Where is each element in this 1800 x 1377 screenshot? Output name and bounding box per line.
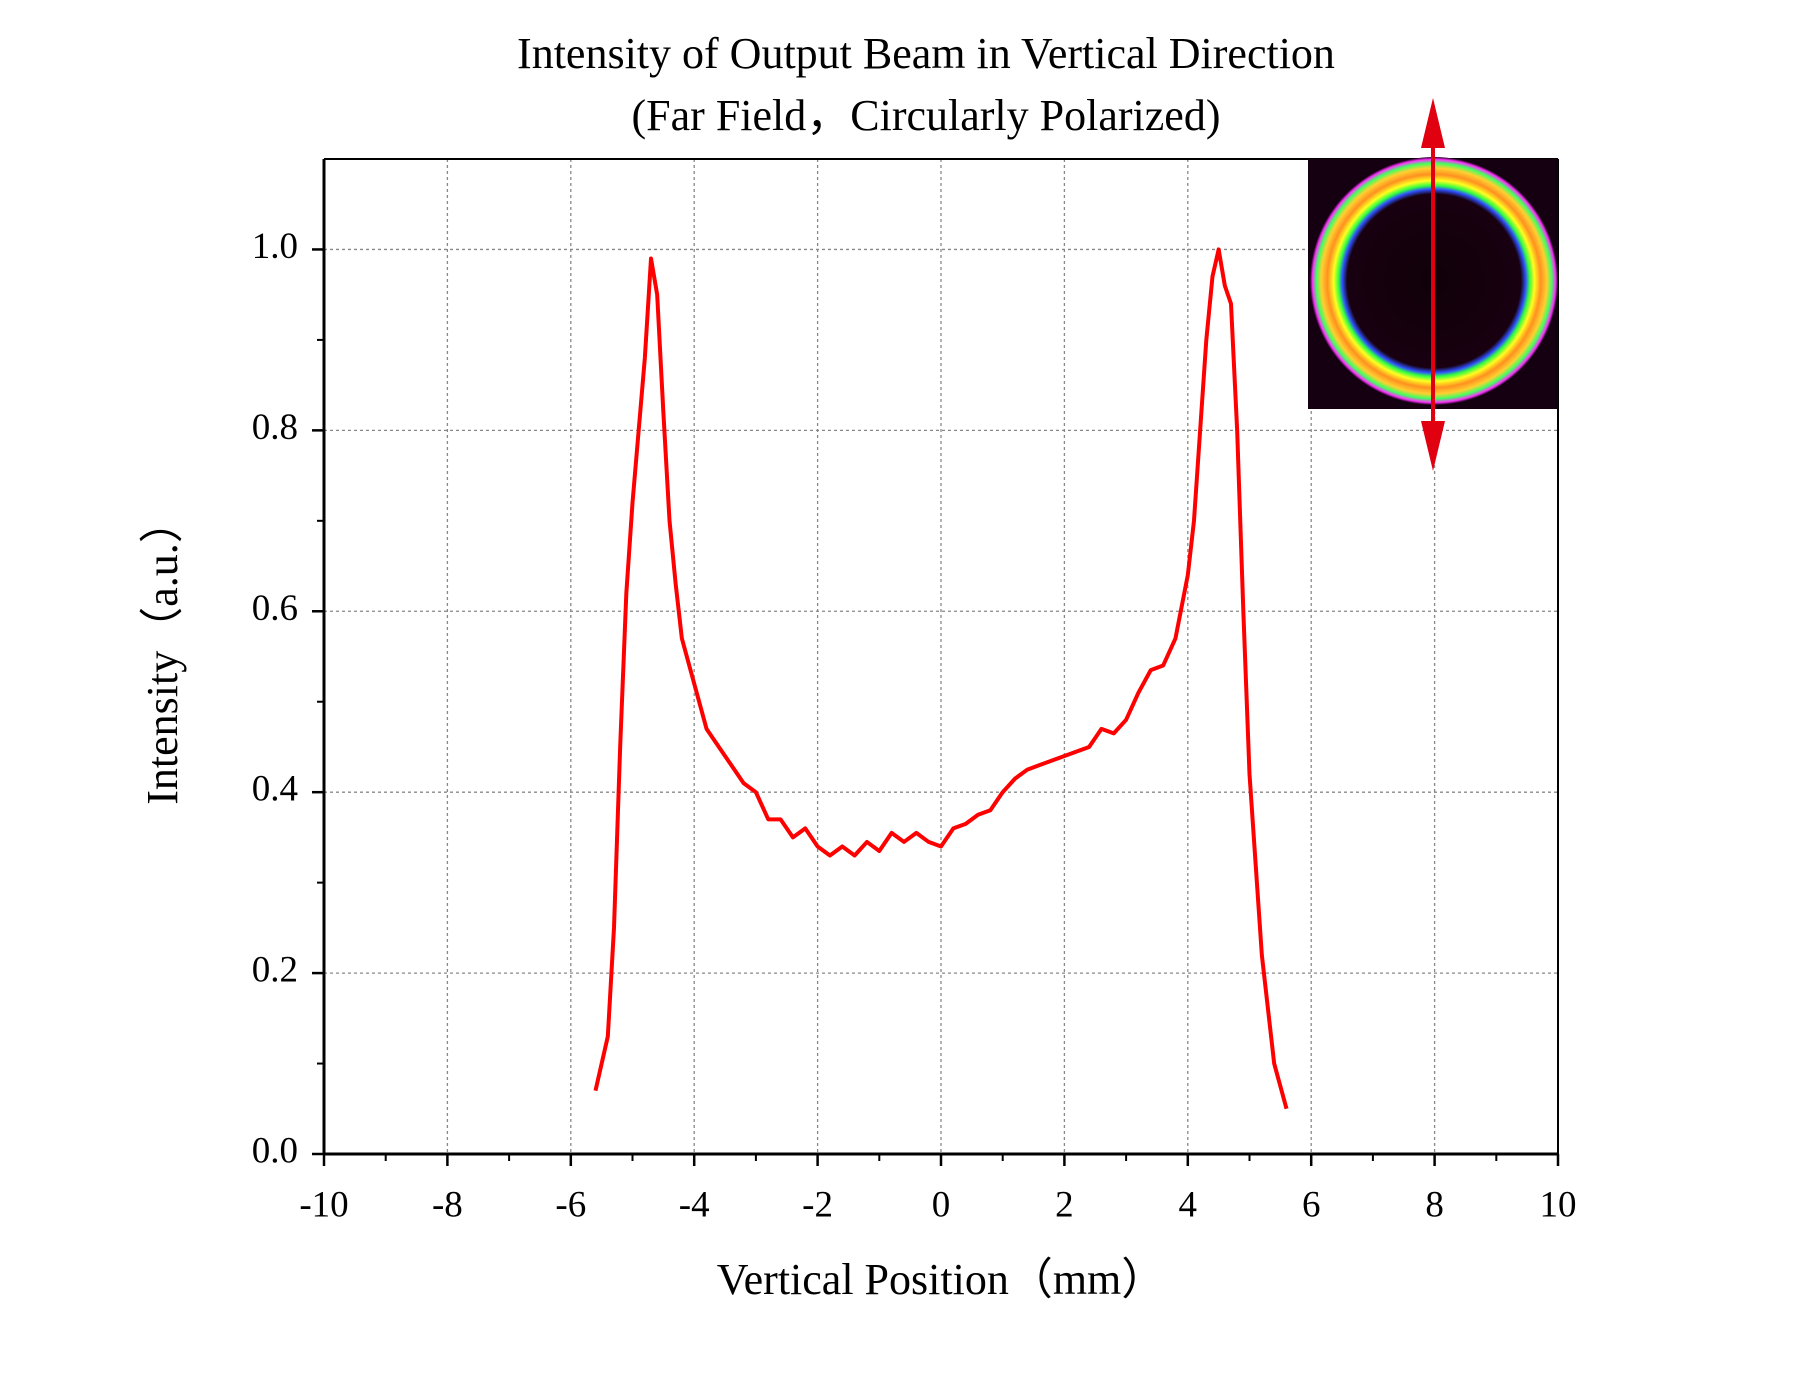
- x-tick-label: -10: [299, 1184, 348, 1225]
- chart-title: Intensity of Output Beam in Vertical Dir…: [517, 29, 1335, 78]
- inset-beam-image: [1308, 98, 1558, 471]
- x-tick-label: 0: [932, 1184, 951, 1225]
- data-line: [593, 247, 1289, 1110]
- y-tick-label: 1.0: [252, 226, 298, 267]
- x-tick-label: 4: [1179, 1184, 1198, 1225]
- x-tick-label: 10: [1540, 1184, 1577, 1225]
- plot-area: -10 -8 -6 -4 -2 0 2 4 6 8 10 0.0 0.2 0.4 0.6 0.8 1.0: [252, 158, 1577, 1225]
- y-tick-label: 0.6: [252, 588, 298, 629]
- y-tick-label: 0.8: [252, 407, 298, 448]
- y-tick-label: 0.2: [252, 950, 298, 991]
- x-tick-label: 6: [1302, 1184, 1321, 1225]
- x-tick-label: -8: [432, 1184, 463, 1225]
- inset-arrowhead: [1421, 98, 1445, 148]
- y-tick-label: 0.0: [252, 1130, 298, 1171]
- x-axis-label: Vertical Position（mm）: [717, 1255, 1166, 1304]
- x-tick-label: -4: [679, 1184, 710, 1225]
- x-tick-label: 2: [1055, 1184, 1074, 1225]
- x-tick-label: -6: [555, 1184, 586, 1225]
- chart-subtitle: (Far Field，Circularly Polarized): [632, 91, 1221, 140]
- x-tick-label: -2: [802, 1184, 833, 1225]
- y-tick-label: 0.4: [252, 769, 298, 810]
- x-tick-label: 8: [1425, 1184, 1444, 1225]
- y-axis-label: Intensity（a.u.）: [138, 499, 187, 805]
- inset-arrowhead: [1421, 421, 1445, 471]
